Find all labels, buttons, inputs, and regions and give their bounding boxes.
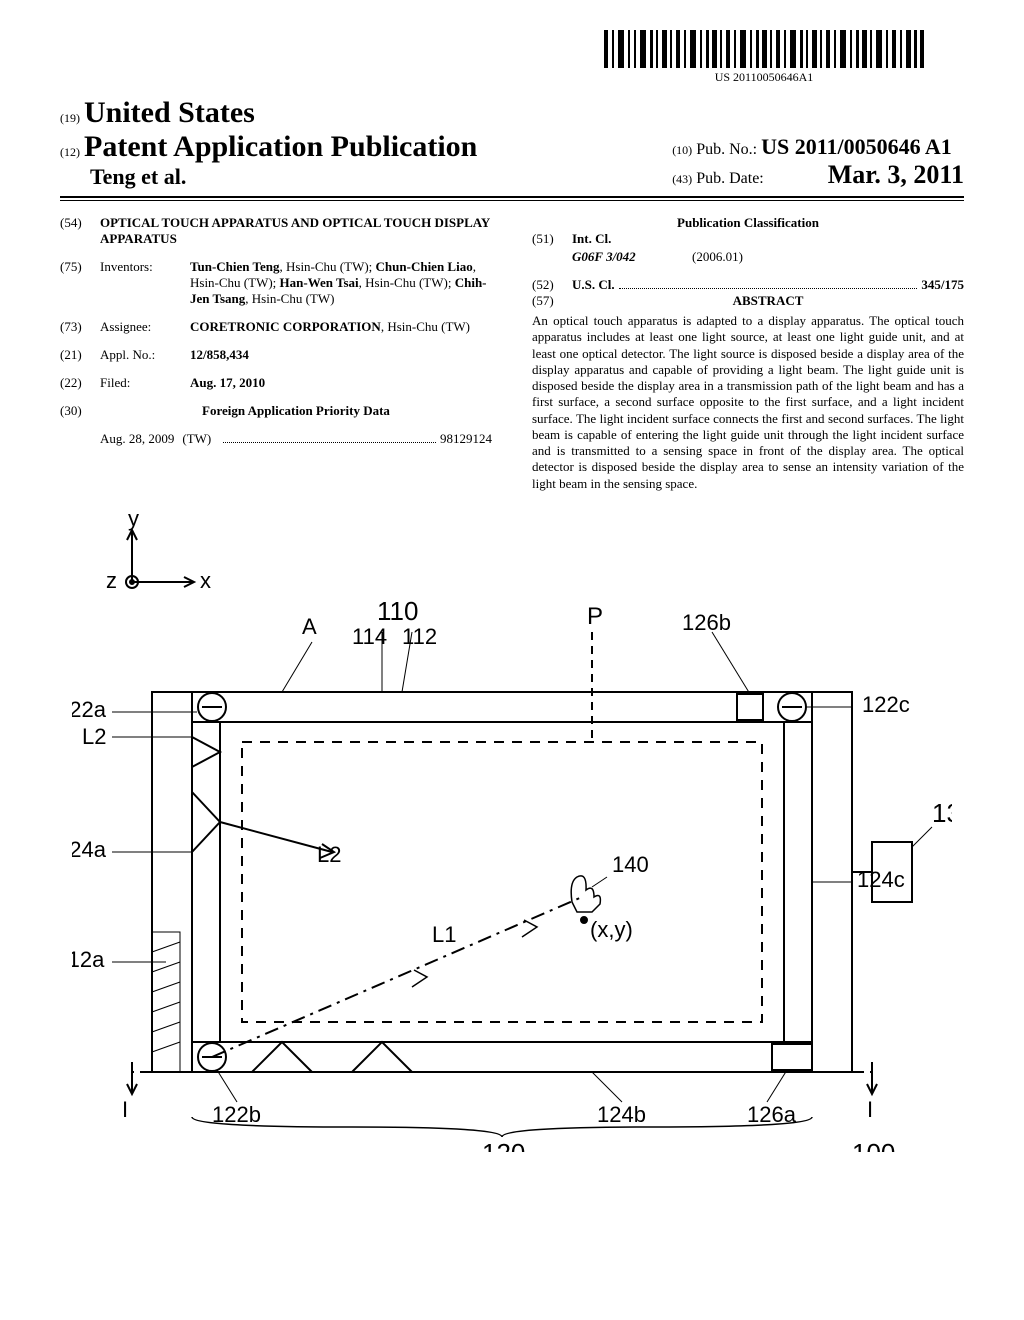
lbl-L2a: L2 bbox=[82, 724, 106, 749]
lbl-100: 100 bbox=[852, 1138, 895, 1152]
barcode-block: US 20110050646A1 bbox=[60, 30, 924, 86]
f52-dots bbox=[619, 278, 918, 289]
lbl-124c: 124c bbox=[857, 867, 905, 892]
f21-num: (21) bbox=[60, 347, 100, 363]
lbl-126a: 126a bbox=[747, 1102, 797, 1127]
f30-label: Foreign Application Priority Data bbox=[100, 403, 492, 419]
barcode: US 20110050646A1 bbox=[604, 30, 924, 85]
lbl-122c: 122c bbox=[862, 692, 910, 717]
left-column: (54) OPTICAL TOUCH APPARATUS AND OPTICAL… bbox=[60, 215, 512, 492]
figure-area: y x z bbox=[60, 512, 964, 1152]
f52-num: (52) bbox=[532, 277, 572, 293]
lbl-y: y bbox=[128, 512, 139, 531]
lbl-122a: 122a bbox=[72, 697, 107, 722]
lbl-130: 130 bbox=[932, 798, 952, 828]
f54-title: OPTICAL TOUCH APPARATUS AND OPTICAL TOUC… bbox=[100, 215, 492, 247]
lbl-112a: 112a bbox=[72, 947, 105, 972]
f52-val: 345/175 bbox=[921, 277, 964, 293]
f51-ver: (2006.01) bbox=[692, 249, 743, 265]
code-10: (10) bbox=[672, 143, 692, 157]
right-column: Publication Classification (51) Int. Cl.… bbox=[512, 215, 964, 492]
fpd-dots bbox=[223, 432, 436, 443]
f73-val: CORETRONIC CORPORATION, Hsin-Chu (TW) bbox=[190, 319, 492, 335]
lbl-L1: L1 bbox=[432, 922, 456, 947]
f51-label: Int. Cl. bbox=[572, 231, 611, 247]
f22-label: Filed: bbox=[100, 375, 190, 391]
f75-val: Tun-Chien Teng, Hsin-Chu (TW); Chun-Chie… bbox=[190, 259, 492, 307]
pub-date-label: Pub. Date: bbox=[696, 170, 764, 187]
fpd-cc: (TW) bbox=[182, 431, 211, 447]
f57-label: ABSTRACT bbox=[572, 293, 964, 309]
lbl-124a: 124a bbox=[72, 837, 107, 862]
axes: y x z bbox=[106, 512, 211, 593]
body-columns: (54) OPTICAL TOUCH APPARATUS AND OPTICAL… bbox=[60, 215, 964, 492]
header-rule bbox=[60, 200, 964, 201]
f73-num: (73) bbox=[60, 319, 100, 335]
lbl-x: x bbox=[200, 568, 211, 593]
fpd-num: 98129124 bbox=[440, 431, 492, 447]
pub-type: Patent Application Publication bbox=[84, 130, 477, 163]
pub-class-heading: Publication Classification bbox=[532, 215, 964, 231]
lbl-120: 120 bbox=[482, 1138, 525, 1152]
foreign-priority-row: Aug. 28, 2009 (TW) 98129124 bbox=[60, 431, 492, 447]
code-43: (43) bbox=[672, 172, 692, 186]
abstract-text: An optical touch apparatus is adapted to… bbox=[532, 313, 964, 492]
authors: Teng et al. bbox=[90, 164, 477, 190]
barcode-svg bbox=[604, 30, 924, 68]
lbl-126b: 126b bbox=[682, 610, 731, 635]
f73-label: Assignee: bbox=[100, 319, 190, 335]
country: United States bbox=[84, 96, 255, 129]
code-12: (12) bbox=[60, 145, 80, 159]
lbl-112: 112 bbox=[402, 624, 437, 649]
pub-no: US 2011/0050646 A1 bbox=[761, 134, 952, 159]
f52-label: U.S. Cl. bbox=[572, 277, 615, 293]
f51-num: (51) bbox=[532, 231, 572, 247]
lbl-xy: (x,y) bbox=[590, 917, 633, 942]
lbl-z: z bbox=[106, 568, 117, 593]
lbl-L2b: L2 bbox=[317, 842, 341, 867]
pub-date: Mar. 3, 2011 bbox=[828, 160, 964, 189]
barcode-number: US 20110050646A1 bbox=[604, 70, 924, 85]
lbl-P: P bbox=[587, 603, 603, 630]
header: (19) United States (12) Patent Applicati… bbox=[60, 96, 964, 198]
lbl-I-right: I bbox=[867, 1097, 873, 1122]
code-19: (19) bbox=[60, 111, 80, 125]
lbl-I-left: I bbox=[122, 1097, 128, 1122]
patent-page: US 20110050646A1 (19) United States (12)… bbox=[0, 0, 1024, 1320]
fpd-date: Aug. 28, 2009 bbox=[100, 431, 174, 447]
f22-num: (22) bbox=[60, 375, 100, 391]
f22-val: Aug. 17, 2010 bbox=[190, 375, 492, 391]
f75-label: Inventors: bbox=[100, 259, 190, 307]
f21-val: 12/858,434 bbox=[190, 347, 492, 363]
lbl-122b: 122b bbox=[212, 1102, 261, 1127]
lbl-A: A bbox=[302, 614, 317, 639]
f57-num: (57) bbox=[532, 293, 572, 309]
lbl-114: 114 bbox=[352, 624, 387, 649]
lbl-140: 140 bbox=[612, 852, 649, 877]
f54-num: (54) bbox=[60, 215, 100, 247]
f21-label: Appl. No.: bbox=[100, 347, 190, 363]
lbl-124b: 124b bbox=[597, 1102, 646, 1127]
lbl-110: 110 bbox=[377, 596, 418, 626]
f75-num: (75) bbox=[60, 259, 100, 307]
figure-svg: y x z bbox=[72, 512, 952, 1152]
f30-num: (30) bbox=[60, 403, 100, 419]
f51-cls: G06F 3/042 bbox=[572, 249, 692, 265]
pub-no-label: Pub. No.: bbox=[696, 141, 757, 158]
